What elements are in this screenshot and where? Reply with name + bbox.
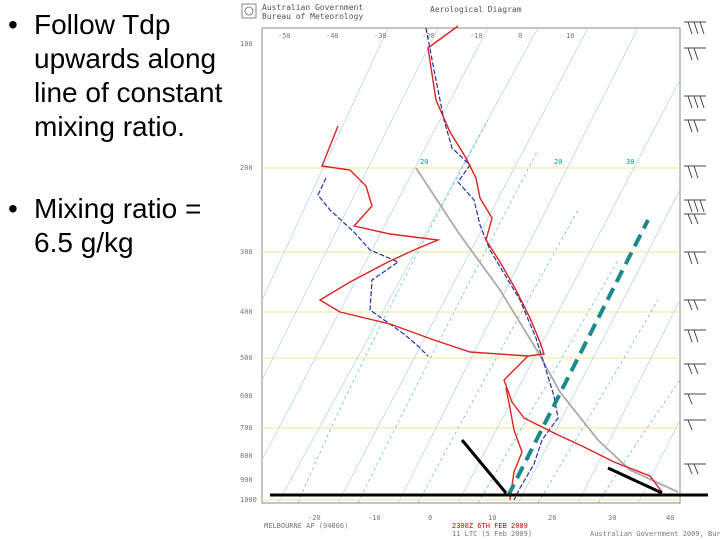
wind-barb-icon — [684, 199, 706, 213]
temperature-label: 0 — [518, 32, 522, 40]
wind-barb-icon — [684, 363, 706, 375]
temperature-label: -10 — [470, 32, 483, 40]
diagram-footer: MELBOURNE AP (94866) 2300Z 6TH FEB 2009 … — [264, 522, 720, 538]
bullet-item: • Follow Tdp upwards along line of const… — [8, 8, 236, 144]
wind-barb-icon — [684, 47, 706, 61]
wind-barb-icon — [684, 463, 706, 475]
pressure-label: 200 — [240, 164, 253, 172]
pressure-label: 500 — [240, 354, 253, 362]
wind-barb-icon — [684, 165, 706, 179]
temperature-label: -50 — [278, 32, 291, 40]
temperature-label: 20 — [420, 158, 428, 166]
skewed-isotherms — [261, 27, 681, 504]
wind-barb-icon — [684, 213, 706, 225]
bullet-dot-icon: • — [8, 9, 18, 40]
temperature-label: -20 — [308, 514, 321, 522]
highlight-isobars — [262, 167, 680, 501]
dewpoint-surface-segment — [505, 387, 523, 501]
pressure-label: 1000 — [240, 496, 257, 504]
temperature-pointer — [607, 466, 663, 495]
pressure-label: 600 — [240, 392, 253, 400]
bullet-text: Follow Tdp upwards along line of constan… — [34, 9, 223, 142]
agency-line-1: Australian Government — [262, 3, 363, 12]
observation-time: 2300Z 6TH FEB 2009 — [452, 522, 528, 530]
coat-of-arms-icon — [241, 3, 257, 19]
pressure-label: 800 — [240, 452, 253, 460]
pressure-label: 900 — [240, 476, 253, 484]
temperature-label: 30 — [626, 158, 634, 166]
mixing-ratio-guide — [506, 219, 650, 497]
bullet-text: Mixing ratio = 6.5 g/kg — [34, 193, 202, 258]
station-name: MELBOURNE AP (94866) — [264, 522, 348, 530]
aerological-diagram: Australian Government Bureau of Meteorol… — [240, 3, 720, 538]
diagram-title: Aerological Diagram — [430, 5, 522, 14]
temperature-label: 40 — [666, 514, 674, 522]
wind-barb-icon — [684, 329, 706, 343]
temperature-label: -20 — [422, 32, 435, 40]
temperature-label: 20 — [554, 158, 562, 166]
parcel-path — [415, 167, 679, 493]
temperature-label: -10 — [368, 514, 381, 522]
temperature-label: 10 — [488, 514, 496, 522]
bottom-temperature-labels: -20 -10 0 10 20 30 40 — [308, 514, 674, 522]
pressure-labels: 100 200 300 400 500 600 700 800 900 1000 — [240, 40, 257, 504]
temperature-trace-upper — [318, 125, 529, 357]
bullet-item: • Mixing ratio = 6.5 g/kg — [8, 192, 236, 260]
top-temperature-labels: -50 -40 -30 -20 -10 0 10 — [278, 32, 574, 40]
observation-local-time: 11 LTC (5 Feb 2009) — [452, 530, 532, 538]
wind-barb-icon — [684, 299, 706, 311]
bullet-dot-icon: • — [8, 193, 18, 224]
temperature-label: 10 — [566, 32, 574, 40]
temperature-trace — [427, 25, 663, 493]
mid-temperature-labels: 20 20 30 — [420, 158, 634, 166]
bullet-list: • Follow Tdp upwards along line of const… — [8, 4, 236, 260]
temperature-label: -30 — [374, 32, 387, 40]
temperature-label: 30 — [608, 514, 616, 522]
pressure-label: 100 — [240, 40, 253, 48]
plot-frame — [261, 27, 681, 504]
agency-line-2: Bureau of Meteorology — [262, 12, 363, 21]
temperature-label: 0 — [428, 514, 432, 522]
temperature-label: -40 — [326, 32, 339, 40]
dewpoint-pointer — [460, 439, 508, 494]
wind-barbs — [684, 21, 706, 475]
pressure-label: 700 — [240, 424, 253, 432]
pressure-label: 300 — [240, 248, 253, 256]
wind-barb-icon — [684, 21, 706, 35]
wind-barb-icon — [684, 393, 706, 405]
wind-barb-icon — [684, 419, 706, 431]
temperature-label: 20 — [548, 514, 556, 522]
diagram-header: Australian Government Bureau of Meteorol… — [241, 3, 522, 21]
dewpoint-trace — [317, 27, 559, 501]
wind-barb-icon — [684, 251, 706, 265]
pressure-label: 400 — [240, 308, 253, 316]
wind-barb-icon — [684, 95, 706, 109]
wind-barb-icon — [684, 119, 706, 133]
copyright-notice: Australian Government 2009, Bureau — [590, 530, 720, 538]
